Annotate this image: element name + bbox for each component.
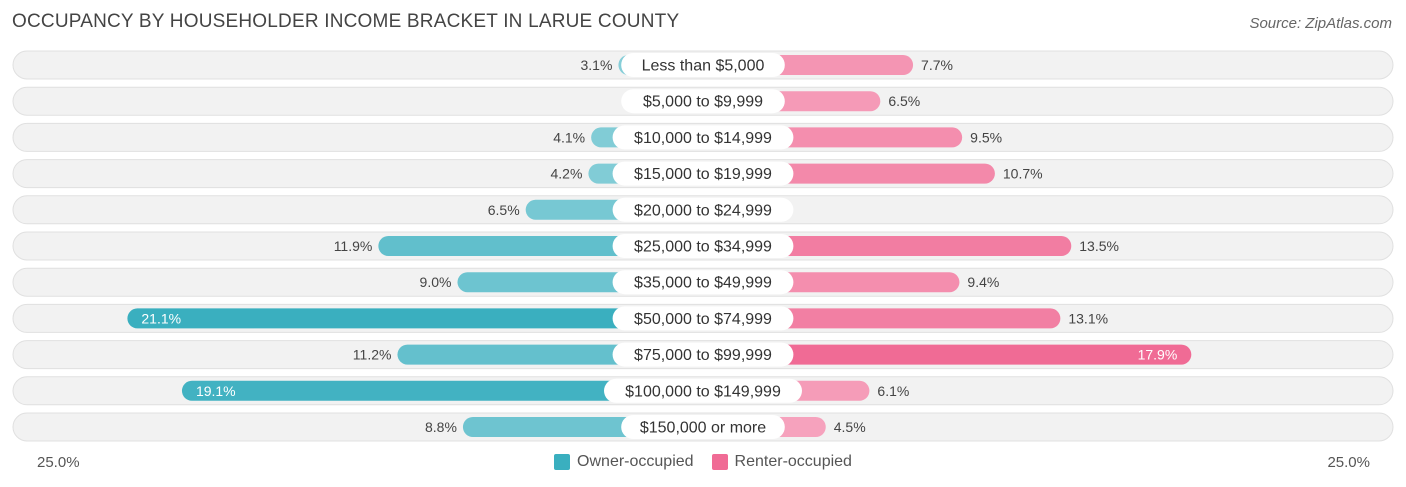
owner-value-label: 21.1% [141,310,181,326]
category-pill [621,53,785,77]
legend: Owner-occupied Renter-occupied [0,453,1406,471]
legend-owner: Owner-occupied [554,453,694,471]
category-pill [612,197,794,222]
category-pill [621,89,785,114]
category-label: $25,000 to $34,999 [634,239,772,256]
owner-value-label: 11.9% [334,238,373,254]
owner-value-label: 9.0% [420,274,452,290]
owner-value-label: 19.1% [196,383,236,399]
legend-renter: Renter-occupied [711,453,852,471]
owner-bar [127,308,714,329]
legend-renter-swatch [711,454,728,470]
category-pill [612,161,794,186]
legend-owner-swatch [554,454,571,470]
category-label: $20,000 to $24,999 [634,202,772,219]
category-pill [621,415,785,439]
renter-value-label: 17.9% [1138,347,1178,363]
owner-value-label: 8.8% [425,419,457,435]
renter-bar [693,344,1192,365]
category-pill [604,378,802,403]
chart-title: OCCUPANCY BY HOUSEHOLDER INCOME BRACKET … [12,11,680,32]
category-label: $35,000 to $49,999 [634,275,772,292]
axis-left-label: 25.0% [37,454,80,471]
renter-value-label: 13.1% [1068,310,1108,326]
category-label: $10,000 to $14,999 [634,130,772,147]
owner-value-label: 4.1% [553,129,585,145]
renter-value-label: 9.4% [967,274,999,290]
category-label: $5,000 to $9,999 [643,94,763,111]
category-pill [612,342,794,367]
renter-value-label: 10.7% [1003,166,1043,182]
category-pill [612,234,794,258]
renter-value-label: 6.1% [877,383,909,399]
owner-value-label: 11.2% [353,347,392,363]
renter-value-label: 6.5% [888,93,920,109]
renter-value-label: 7.7% [921,57,953,73]
source-note: Source: ZipAtlas.com [1249,15,1392,32]
owner-value-label: 4.2% [551,166,583,182]
renter-value-label: 4.5% [834,419,866,435]
category-label: $15,000 to $19,999 [634,166,772,183]
category-label: $50,000 to $74,999 [634,311,772,328]
category-pill [612,270,794,295]
axis-right-label: 25.0% [1327,454,1370,471]
legend-owner-label: Owner-occupied [577,453,694,470]
legend-renter-label: Renter-occupied [734,453,852,470]
category-pill [612,306,794,331]
category-label: Less than $5,000 [642,58,765,75]
category-label: $100,000 to $149,999 [625,383,781,400]
owner-value-label: 6.5% [488,202,520,218]
owner-value-label: 3.1% [581,57,613,73]
category-label: $75,000 to $99,999 [634,347,772,364]
renter-value-label: 9.5% [970,129,1002,145]
category-label: $150,000 or more [640,420,766,437]
renter-value-label: 13.5% [1079,238,1119,254]
category-pill [612,125,794,150]
owner-bar [181,380,713,401]
